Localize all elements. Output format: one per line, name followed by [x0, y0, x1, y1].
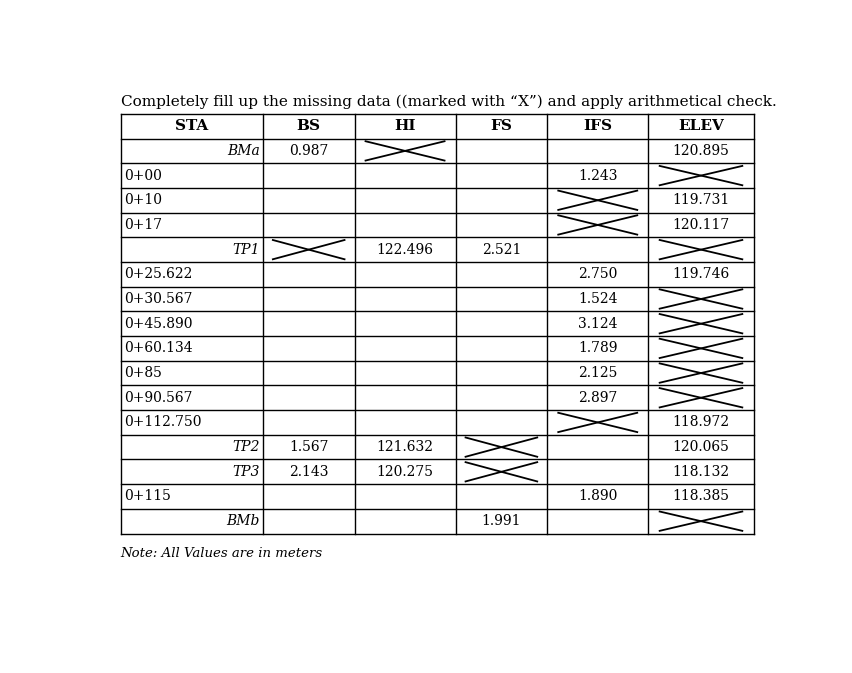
Text: 118.132: 118.132: [671, 465, 728, 479]
Text: 0+00: 0+00: [124, 168, 161, 182]
Text: HI: HI: [394, 119, 415, 133]
Text: 2.143: 2.143: [289, 465, 328, 479]
Text: FS: FS: [490, 119, 512, 133]
Text: 120.275: 120.275: [376, 465, 433, 479]
Text: 1.890: 1.890: [578, 489, 617, 503]
Text: 0+90.567: 0+90.567: [124, 391, 192, 404]
Text: 119.731: 119.731: [671, 193, 728, 207]
Text: 2.750: 2.750: [578, 267, 617, 281]
Text: BMb: BMb: [226, 514, 259, 528]
Text: 120.895: 120.895: [671, 144, 728, 158]
Text: Completely fill up the missing data ((marked with “X”) and apply arithmetical ch: Completely fill up the missing data ((ma…: [120, 95, 775, 109]
Text: 2.897: 2.897: [578, 391, 617, 404]
Text: 118.385: 118.385: [671, 489, 728, 503]
Text: 122.496: 122.496: [376, 243, 433, 256]
Text: BS: BS: [296, 119, 320, 133]
Text: 1.991: 1.991: [481, 514, 521, 528]
Text: 118.972: 118.972: [671, 415, 728, 429]
Text: 0+25.622: 0+25.622: [124, 267, 192, 281]
Text: 1.243: 1.243: [578, 168, 617, 182]
Text: 2.125: 2.125: [578, 366, 617, 380]
Text: 0+10: 0+10: [124, 193, 162, 207]
Text: 3.124: 3.124: [578, 317, 617, 330]
Text: 119.746: 119.746: [671, 267, 728, 281]
Text: IFS: IFS: [583, 119, 612, 133]
Text: 120.065: 120.065: [671, 440, 728, 454]
Text: 0+45.890: 0+45.890: [124, 317, 192, 330]
Text: 2.521: 2.521: [481, 243, 521, 256]
Text: 0.987: 0.987: [289, 144, 328, 158]
Text: TP2: TP2: [232, 440, 259, 454]
Text: 1.567: 1.567: [289, 440, 328, 454]
Text: STA: STA: [175, 119, 208, 133]
Text: 0+115: 0+115: [124, 489, 170, 503]
Text: 0+30.567: 0+30.567: [124, 292, 192, 306]
Text: 120.117: 120.117: [671, 218, 728, 232]
Text: BMa: BMa: [227, 144, 259, 158]
Text: 0+112.750: 0+112.750: [124, 415, 201, 429]
Text: Note: All Values are in meters: Note: All Values are in meters: [120, 546, 322, 560]
Text: 121.632: 121.632: [376, 440, 433, 454]
Text: ELEV: ELEV: [677, 119, 723, 133]
Text: 0+17: 0+17: [124, 218, 162, 232]
Text: 1.789: 1.789: [578, 341, 617, 355]
Text: TP1: TP1: [232, 243, 259, 256]
Text: TP3: TP3: [232, 465, 259, 479]
Text: 0+60.134: 0+60.134: [124, 341, 192, 355]
Text: 1.524: 1.524: [578, 292, 617, 306]
Text: 0+85: 0+85: [124, 366, 161, 380]
